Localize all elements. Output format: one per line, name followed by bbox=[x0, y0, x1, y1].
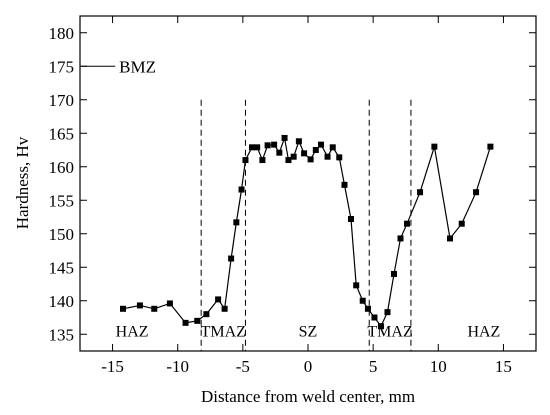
data-point bbox=[329, 144, 336, 151]
data-point bbox=[341, 181, 348, 188]
data-point bbox=[312, 147, 319, 153]
series-line bbox=[122, 135, 491, 328]
data-point bbox=[487, 143, 494, 150]
data-point bbox=[417, 189, 424, 196]
data-point bbox=[228, 255, 235, 262]
data-point bbox=[384, 309, 391, 316]
data-point bbox=[290, 153, 297, 160]
data-point bbox=[318, 141, 325, 148]
x-tick-label: 15 bbox=[495, 357, 512, 376]
zone-label: TMAZ bbox=[367, 323, 412, 340]
data-point bbox=[285, 157, 292, 164]
data-point bbox=[166, 300, 173, 307]
data-point bbox=[404, 220, 411, 227]
y-tick-label: 160 bbox=[49, 158, 75, 177]
data-point bbox=[473, 189, 480, 196]
y-tick-label: 140 bbox=[49, 292, 75, 311]
data-point bbox=[119, 305, 126, 312]
data-point bbox=[276, 149, 283, 156]
zone-label: HAZ bbox=[116, 323, 149, 340]
y-tick-label: 150 bbox=[49, 225, 75, 244]
y-tick-label: 145 bbox=[49, 258, 75, 277]
x-tick-label: 10 bbox=[430, 357, 447, 376]
zone-label: HAZ bbox=[467, 323, 500, 340]
x-tick-label: -5 bbox=[236, 357, 250, 376]
hardness-series bbox=[119, 134, 494, 330]
data-point bbox=[136, 302, 143, 309]
data-point bbox=[248, 144, 255, 151]
zone-label: TMAZ bbox=[201, 323, 246, 340]
data-point bbox=[271, 141, 278, 148]
data-point bbox=[364, 305, 371, 312]
data-point bbox=[347, 216, 354, 223]
zone-label: SZ bbox=[299, 323, 318, 340]
y-tick-label: 170 bbox=[49, 91, 75, 110]
zone-labels: HAZ TMAZ SZ TMAZ HAZ bbox=[116, 323, 501, 340]
bmz-reference: BMZ bbox=[80, 57, 156, 76]
zone-boundary-lines bbox=[200, 99, 412, 351]
data-point bbox=[324, 153, 331, 160]
data-point bbox=[307, 156, 314, 163]
y-tick-label: 165 bbox=[49, 124, 75, 143]
data-point bbox=[194, 317, 201, 324]
data-point bbox=[254, 144, 261, 151]
data-point bbox=[377, 323, 384, 330]
data-point bbox=[301, 150, 308, 157]
x-axis-title: Distance from weld center, mm bbox=[201, 387, 415, 406]
data-point bbox=[397, 235, 404, 242]
y-axis-title: Hardness, Hv bbox=[13, 136, 32, 229]
data-point bbox=[390, 270, 397, 277]
data-point bbox=[238, 186, 245, 193]
data-point bbox=[458, 220, 465, 227]
x-tick-label: 5 bbox=[369, 357, 378, 376]
data-point bbox=[371, 314, 378, 321]
data-point bbox=[182, 319, 189, 326]
x-tick-label: -15 bbox=[101, 357, 124, 376]
x-tick-label: -10 bbox=[166, 357, 189, 376]
data-point bbox=[215, 296, 222, 303]
data-point bbox=[259, 157, 266, 164]
data-point bbox=[295, 138, 302, 145]
y-tick-label: 155 bbox=[49, 191, 75, 210]
data-point bbox=[151, 305, 158, 312]
x-tick-label: 0 bbox=[304, 357, 313, 376]
data-point bbox=[431, 143, 438, 150]
data-point bbox=[281, 134, 288, 141]
data-point bbox=[359, 297, 366, 304]
axis-ticks: -15 -10 -5 0 5 10 15 135 140 145 150 155 160 165 170 17… bbox=[49, 16, 536, 376]
data-point bbox=[353, 282, 360, 289]
data-point bbox=[336, 154, 343, 161]
data-point bbox=[203, 311, 210, 318]
data-point bbox=[233, 219, 240, 226]
data-point bbox=[264, 142, 271, 149]
data-point bbox=[447, 235, 454, 242]
data-point bbox=[242, 157, 249, 164]
data-point bbox=[221, 305, 228, 312]
y-tick-label: 175 bbox=[49, 57, 75, 76]
bmz-label: BMZ bbox=[119, 57, 156, 76]
y-tick-label: 135 bbox=[49, 325, 75, 344]
y-tick-label: 180 bbox=[49, 24, 75, 43]
